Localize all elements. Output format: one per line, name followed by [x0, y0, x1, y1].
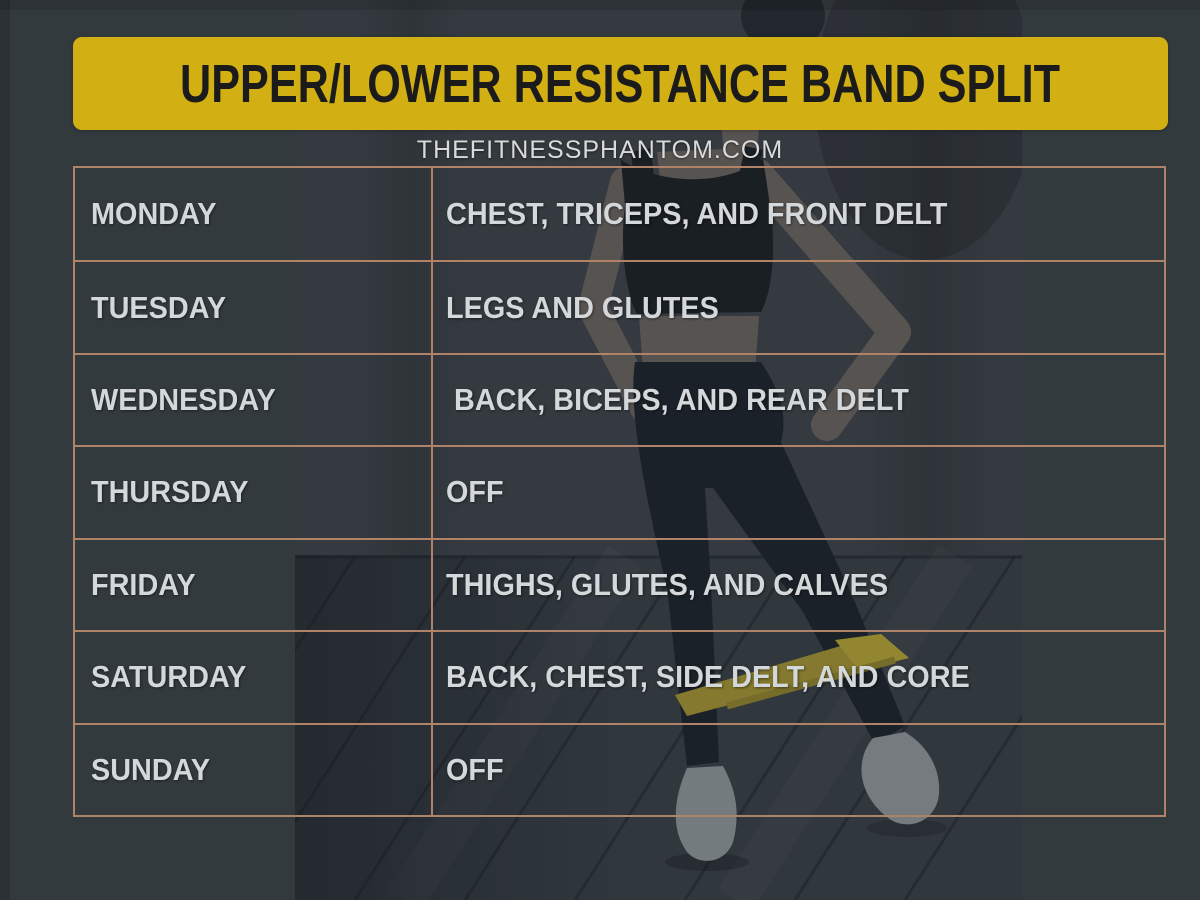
photo-dim-overlay: [295, 0, 1022, 900]
focus-cell: OFF: [431, 447, 1164, 538]
right-arm: [578, 167, 660, 423]
schedule-table: MONDAY CHEST, TRICEPS, AND FRONT DELT TU…: [73, 166, 1166, 817]
table-row-friday: FRIDAY THIGHS, GLUTES, AND CALVES: [75, 537, 1164, 631]
woman-figure: [578, 0, 947, 871]
page-title: UPPER/LOWER RESISTANCE BAND SPLIT: [180, 53, 1061, 114]
title-banner: UPPER/LOWER RESISTANCE BAND SPLIT: [73, 37, 1168, 130]
left-arm: [741, 158, 911, 441]
day-cell: TUESDAY: [91, 289, 227, 325]
day-cell: MONDAY: [91, 196, 217, 232]
resistance-band: [675, 634, 909, 716]
table-row-sunday: SUNDAY OFF: [75, 722, 1164, 815]
table-row-monday: MONDAY CHEST, TRICEPS, AND FRONT DELT: [75, 168, 1164, 261]
day-cell: SUNDAY: [91, 751, 211, 787]
focus-cell: BACK, BICEPS, AND REAR DELT: [431, 354, 1164, 446]
shoe-shadow: [665, 853, 749, 871]
focus-cell: BACK, CHEST, SIDE DELT, AND CORE: [431, 632, 1164, 723]
focus-cell: THIGHS, GLUTES, AND CALVES: [431, 539, 1164, 631]
sports-bra: [621, 146, 774, 314]
table-row-wednesday: WEDNESDAY BACK, BICEPS, AND REAR DELT: [75, 352, 1164, 446]
left-edge-shade: [0, 0, 10, 900]
day-cell: FRIDAY: [91, 566, 196, 602]
right-sneaker: [861, 732, 940, 825]
focus-cell: CHEST, TRICEPS, AND FRONT DELT: [431, 168, 1164, 261]
day-cell: WEDNESDAY: [91, 382, 276, 418]
day-cell: SATURDAY: [91, 659, 247, 695]
top-edge-shade: [0, 0, 1200, 10]
left-sneaker: [675, 766, 737, 861]
table-row-tuesday: TUESDAY LEGS AND GLUTES: [75, 260, 1164, 353]
focus-cell: OFF: [431, 724, 1164, 815]
table-row-saturday: SATURDAY BACK, CHEST, SIDE DELT, AND COR…: [75, 630, 1164, 723]
website-url: THEFITNESSPHANTOM.COM: [416, 136, 784, 164]
midriff: [639, 316, 759, 372]
table-row-thursday: THURSDAY OFF: [75, 445, 1164, 538]
shoe-shadow: [867, 819, 947, 837]
day-cell: THURSDAY: [91, 474, 249, 510]
focus-cell: LEGS AND GLUTES: [431, 262, 1164, 353]
